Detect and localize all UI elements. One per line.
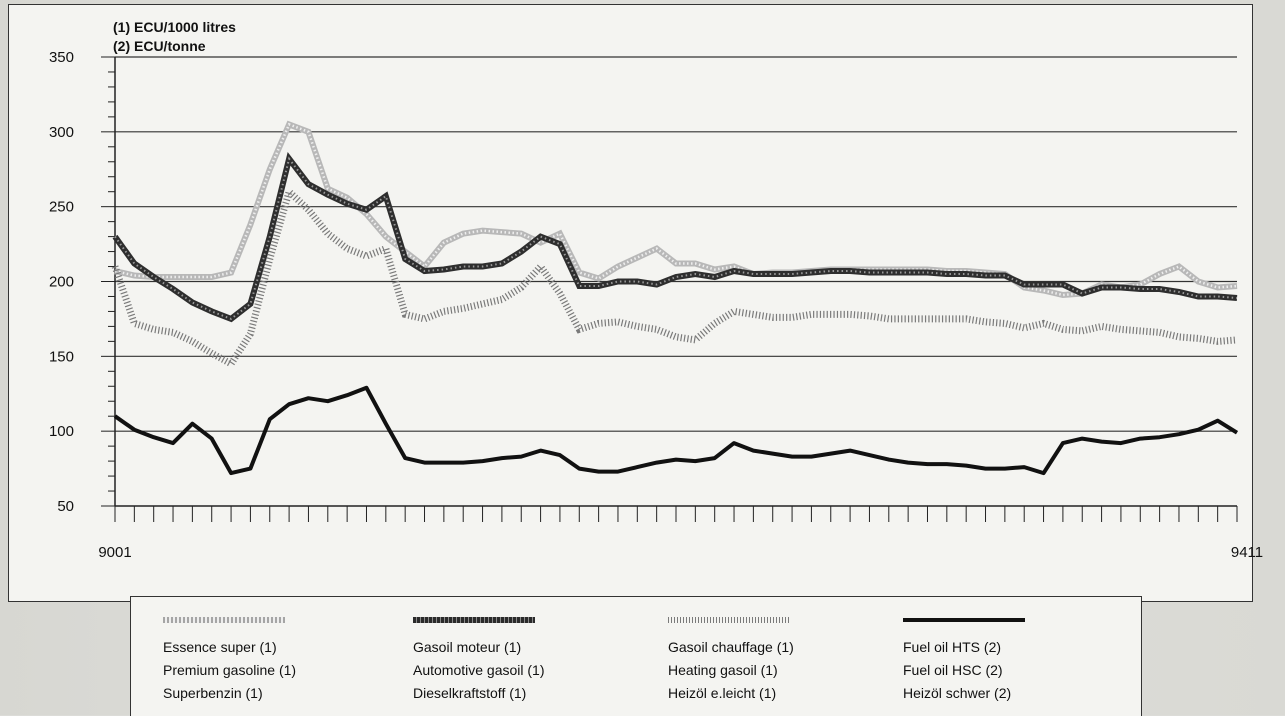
legend: Essence super (1) Premium gasoline (1) Sup… <box>130 596 1142 716</box>
legend-label: Heizöl schwer (2) <box>903 685 1012 701</box>
legend-label: Fuel oil HSC (2) <box>903 662 1003 678</box>
y-tick-label: 150 <box>49 348 74 365</box>
legend-label: Automotive gasoil (1) <box>413 662 545 678</box>
legend-swatch-dotted-light <box>163 617 285 623</box>
legend-label: Heizöl e.leicht (1) <box>668 685 777 701</box>
legend-swatch-solid <box>903 618 1025 622</box>
legend-label: Gasoil chauffage (1) <box>668 639 794 655</box>
series-line-gasoil-moteur-1 <box>112 151 1238 323</box>
legend-swatch-hatched <box>668 617 790 623</box>
series-line-fuel-oil-hts-2 <box>113 385 1239 476</box>
x-tick-label-start: 9001 <box>98 544 131 561</box>
x-tick-label-end: 9411 <box>1231 544 1263 561</box>
y-tick-label: 200 <box>49 274 74 291</box>
legend-label: Dieselkraftstoff (1) <box>413 685 527 701</box>
y-tick-label: 50 <box>57 498 74 515</box>
y-tick-label: 300 <box>49 124 74 141</box>
series-line-essence-super-1-pattern <box>114 122 1238 297</box>
legend-label: Gasoil moteur (1) <box>413 639 522 655</box>
y-tick-label: 100 <box>49 423 74 440</box>
y-tick-label: 250 <box>49 199 74 216</box>
series-line-gasoil-chauffage-1 <box>111 185 1238 369</box>
legend-label: Heating gasoil (1) <box>668 662 778 678</box>
legend-label: Superbenzin (1) <box>163 685 263 701</box>
legend-label: Fuel oil HTS (2) <box>903 639 1002 655</box>
chart-frame: (1) ECU/1000 litres (2) ECU/tonne <box>8 4 1253 602</box>
unit-note-1: (1) ECU/1000 litres <box>113 19 236 35</box>
legend-swatch-dotted-dark <box>413 617 535 623</box>
legend-label: Essence super (1) <box>163 639 277 655</box>
y-tick-label: 350 <box>49 49 74 66</box>
legend-label: Premium gasoline (1) <box>163 662 297 678</box>
unit-note-2: (2) ECU/tonne <box>113 38 206 54</box>
